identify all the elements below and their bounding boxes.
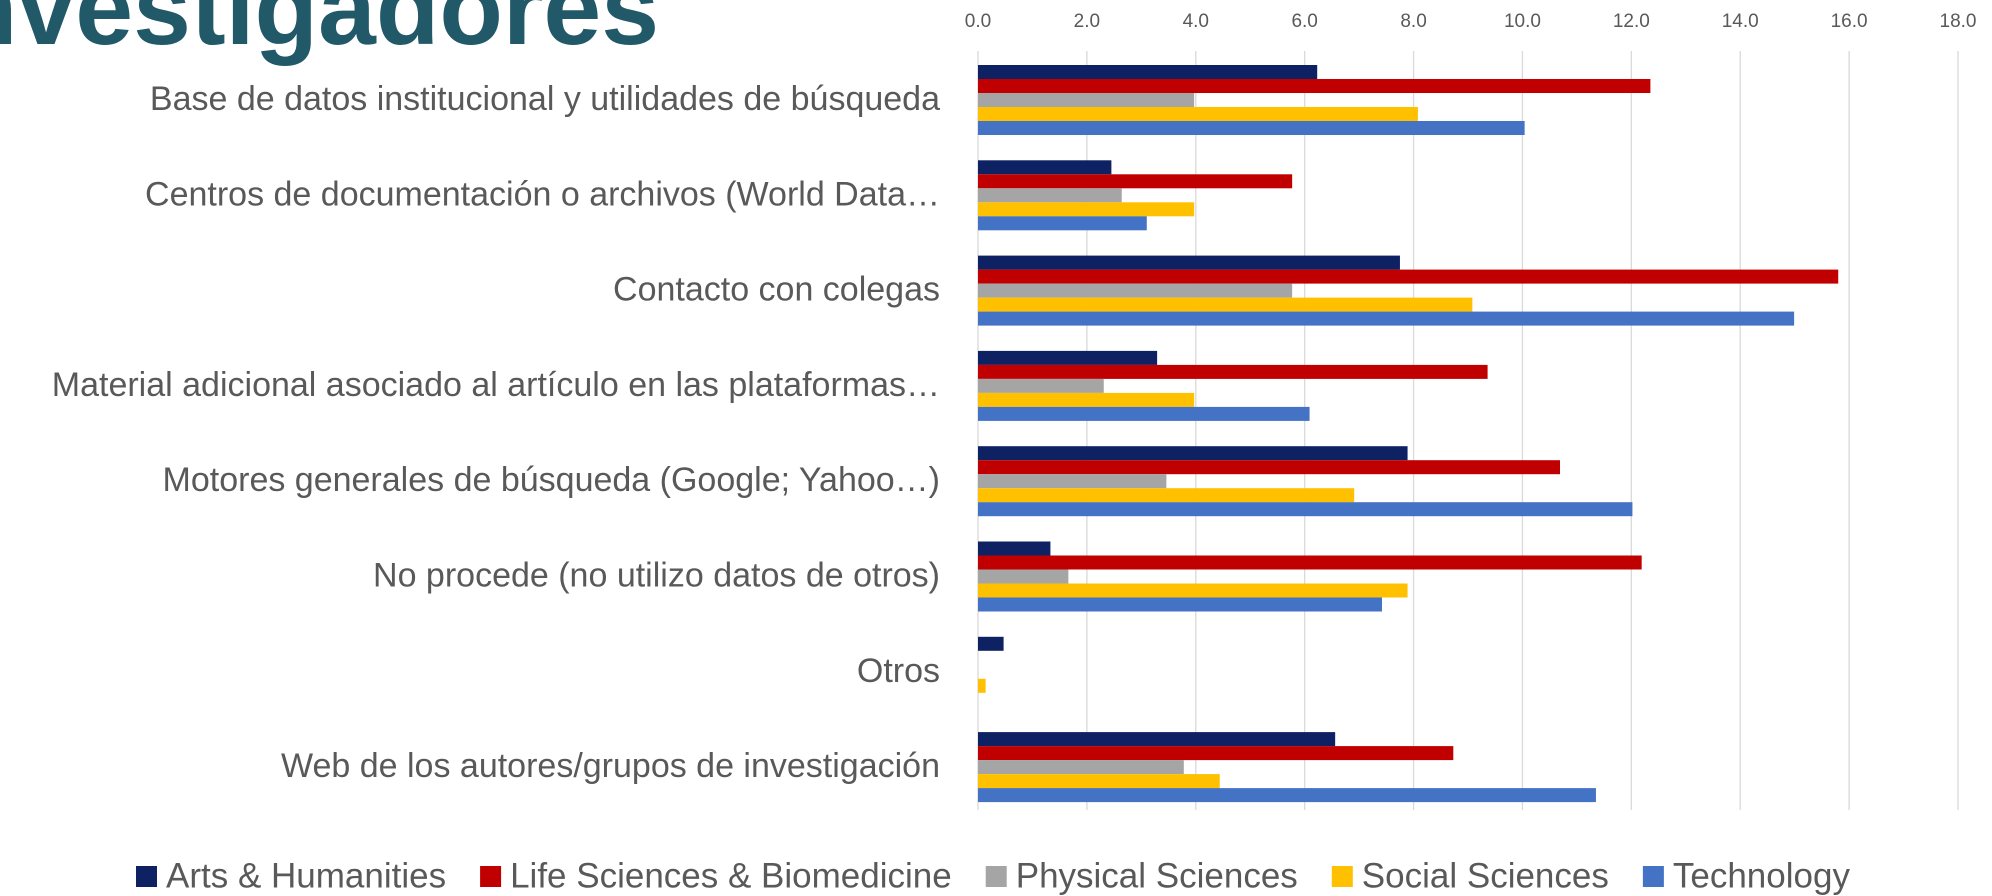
bar [978,502,1633,517]
bar [978,788,1596,803]
bar [978,350,1158,365]
bar [978,283,1293,298]
y-tick-label: Contacto con colegas [613,271,940,309]
legend-swatch [985,866,1007,887]
bar [978,460,1561,475]
legend-swatch [136,866,157,887]
bar [978,569,1069,584]
bar [978,269,1839,284]
bar [978,93,1195,107]
bar [978,406,1310,421]
y-tick-label: Web de los autores/grupos de investigaci… [281,747,940,785]
x-tick-label: 0.0 [965,11,991,32]
y-tick-label: Material adicional asociado al artículo … [52,366,940,404]
bar [978,202,1195,217]
bar [978,732,1336,747]
y-tick-label: Base de datos institucional y utilidades… [150,80,940,118]
bar [978,255,1400,270]
legend-label: Social Sciences [1362,856,1609,895]
bar [978,541,1051,556]
bar [978,79,1651,93]
bar [978,216,1147,231]
bar [978,555,1642,570]
y-tick-label: Otros [857,652,940,690]
bar [978,121,1525,135]
legend-swatch [1331,866,1353,887]
y-tick-label: Centros de documentación o archivos (Wor… [145,175,940,213]
x-tick-label: 4.0 [1183,11,1209,32]
y-tick-label: Motores generales de búsqueda (Google; Y… [163,461,940,499]
x-tick-label: 2.0 [1074,11,1100,32]
legend-swatch [480,866,502,887]
bar [978,311,1795,326]
x-tick-label: 12.0 [1613,11,1650,32]
bar [978,474,1167,489]
bar [978,65,1318,79]
legend-label: Arts & Humanities [166,856,446,895]
x-tick-label: 16.0 [1831,11,1868,32]
legend-label: Life Sciences & Biomedicine [510,856,952,895]
y-tick-label: No procede (no utilizo datos de otros) [373,556,940,594]
bar [978,160,1112,175]
bar [978,678,986,693]
bar [978,174,1293,189]
x-tick-label: 18.0 [1940,11,1977,32]
bar [978,392,1195,407]
x-tick-label: 8.0 [1400,11,1426,32]
bar [978,636,1004,651]
bar [978,583,1408,598]
x-tick-label: 10.0 [1504,11,1541,32]
bar [978,297,1473,312]
bar [978,446,1408,461]
x-tick-label: 14.0 [1722,11,1759,32]
bar [978,597,1382,612]
legend-label: Technology [1673,856,1851,895]
bar [978,378,1104,393]
bar [978,107,1418,121]
bar [978,746,1454,761]
legend-swatch [1642,866,1664,887]
x-tick-label: 6.0 [1291,11,1317,32]
bar [978,488,1355,503]
chart-title: Investigadores [0,0,659,67]
bar [978,774,1220,789]
bar [978,188,1122,203]
bar [978,760,1184,775]
bar [978,364,1488,379]
legend-label: Physical Sciences [1016,856,1298,895]
